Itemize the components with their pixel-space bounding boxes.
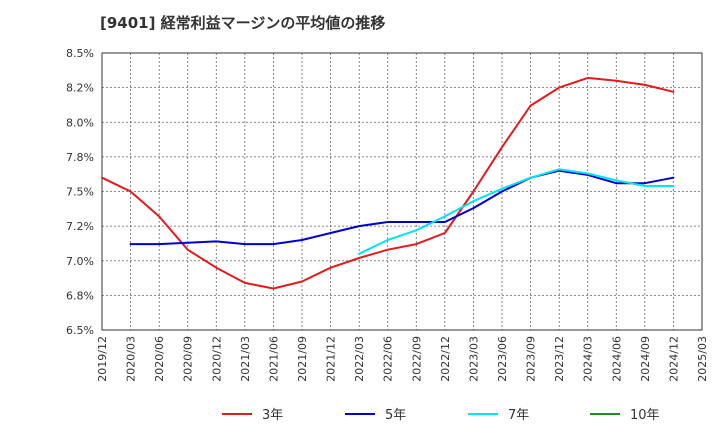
x-tick-label: 2022/09 [410, 336, 423, 382]
x-tick-label: 2022/12 [439, 336, 452, 382]
plot-frame [101, 52, 703, 331]
y-tick-label: 7.8% [66, 151, 94, 164]
x-tick-label: 2020/12 [210, 336, 223, 382]
x-tick-label: 2021/06 [267, 336, 280, 382]
x-tick-label: 2024/09 [639, 336, 652, 382]
y-tick-label: 8.5% [66, 47, 94, 60]
legend-label: 3年 [262, 408, 283, 423]
series-line [358, 168, 675, 255]
y-tick-label: 7.2% [66, 220, 94, 233]
x-tick-label: 2020/06 [153, 336, 166, 382]
x-tick-label: 2025/03 [696, 336, 709, 382]
series-line [129, 169, 675, 246]
x-tick-label: 2020/09 [182, 336, 195, 382]
chart-title: [9401] 経常利益マージンの平均値の推移 [100, 14, 386, 32]
series-line [101, 76, 675, 290]
x-tick-label: 2023/09 [525, 336, 538, 382]
x-tick-label: 2019/12 [96, 336, 109, 382]
x-tick-label: 2023/12 [553, 336, 566, 382]
legend-label: 10年 [630, 408, 660, 423]
x-tick-label: 2020/03 [125, 336, 138, 382]
y-tick-label: 8.0% [66, 116, 94, 129]
x-tick-label: 2023/06 [496, 336, 509, 382]
x-tick-label: 2022/06 [382, 336, 395, 382]
x-tick-label: 2021/09 [296, 336, 309, 382]
x-tick-label: 2022/03 [353, 336, 366, 382]
legend-label: 5年 [385, 408, 406, 423]
x-tick-label: 2024/03 [582, 336, 595, 382]
x-tick-label: 2021/03 [239, 336, 252, 382]
y-tick-label: 7.0% [66, 255, 94, 268]
y-tick-label: 6.5% [66, 324, 94, 337]
y-tick-label: 7.5% [66, 186, 94, 199]
x-tick-label: 2024/06 [610, 336, 623, 382]
x-tick-label: 2021/12 [325, 336, 338, 382]
x-tick-label: 2024/12 [667, 336, 680, 382]
legend-label: 7年 [508, 408, 529, 423]
y-tick-label: 8.2% [66, 82, 94, 95]
y-tick-label: 6.8% [66, 289, 94, 302]
x-tick-label: 2023/03 [467, 336, 480, 382]
